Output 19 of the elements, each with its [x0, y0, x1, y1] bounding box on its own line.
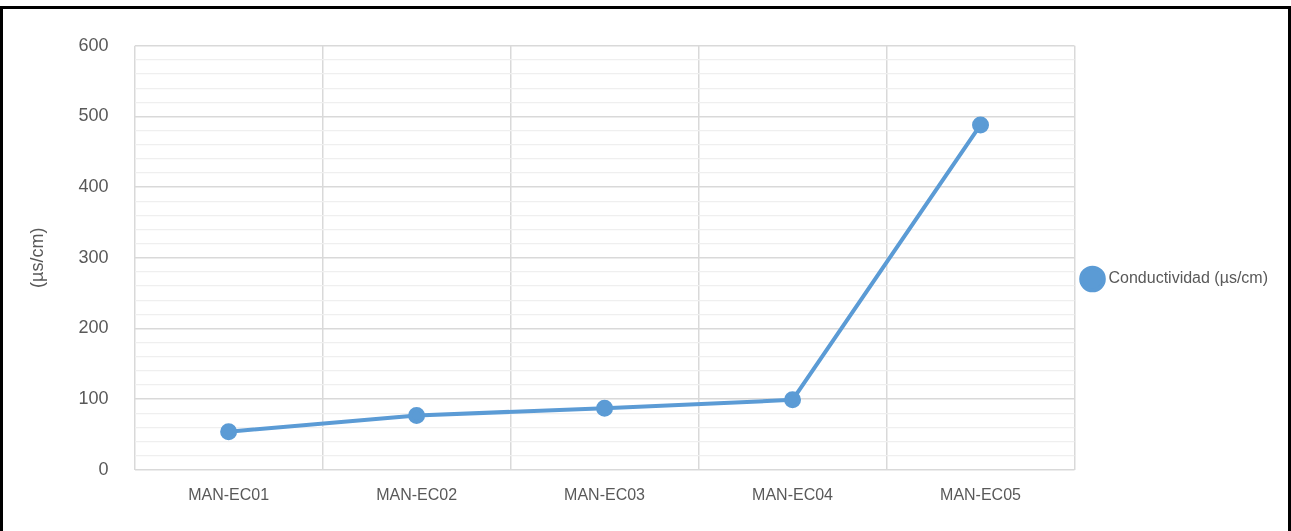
- point: [220, 423, 238, 441]
- x-tick-label: MAN-EC03: [564, 485, 646, 503]
- y-axis-title: (µs/cm): [26, 227, 47, 288]
- y-tick-label: 400: [78, 176, 109, 197]
- y-tick-label: 600: [78, 34, 109, 55]
- x-tick-label: MAN-EC01: [188, 485, 270, 503]
- legend-label: Conductividad (µs/cm): [1108, 269, 1269, 287]
- y-tick-label: 0: [98, 458, 109, 479]
- point: [784, 391, 802, 409]
- y-tick-label: 200: [78, 317, 109, 338]
- point: [596, 399, 614, 417]
- point: [408, 406, 426, 424]
- x-tick-label: MAN-EC04: [752, 485, 834, 503]
- x-tick-label: MAN-EC02: [376, 485, 458, 503]
- y-tick-label: 300: [78, 246, 109, 267]
- point: [972, 116, 990, 134]
- y-tick-label: 100: [78, 388, 109, 409]
- y-tick-label: 500: [78, 105, 109, 126]
- x-tick-label: MAN-EC05: [940, 485, 1022, 503]
